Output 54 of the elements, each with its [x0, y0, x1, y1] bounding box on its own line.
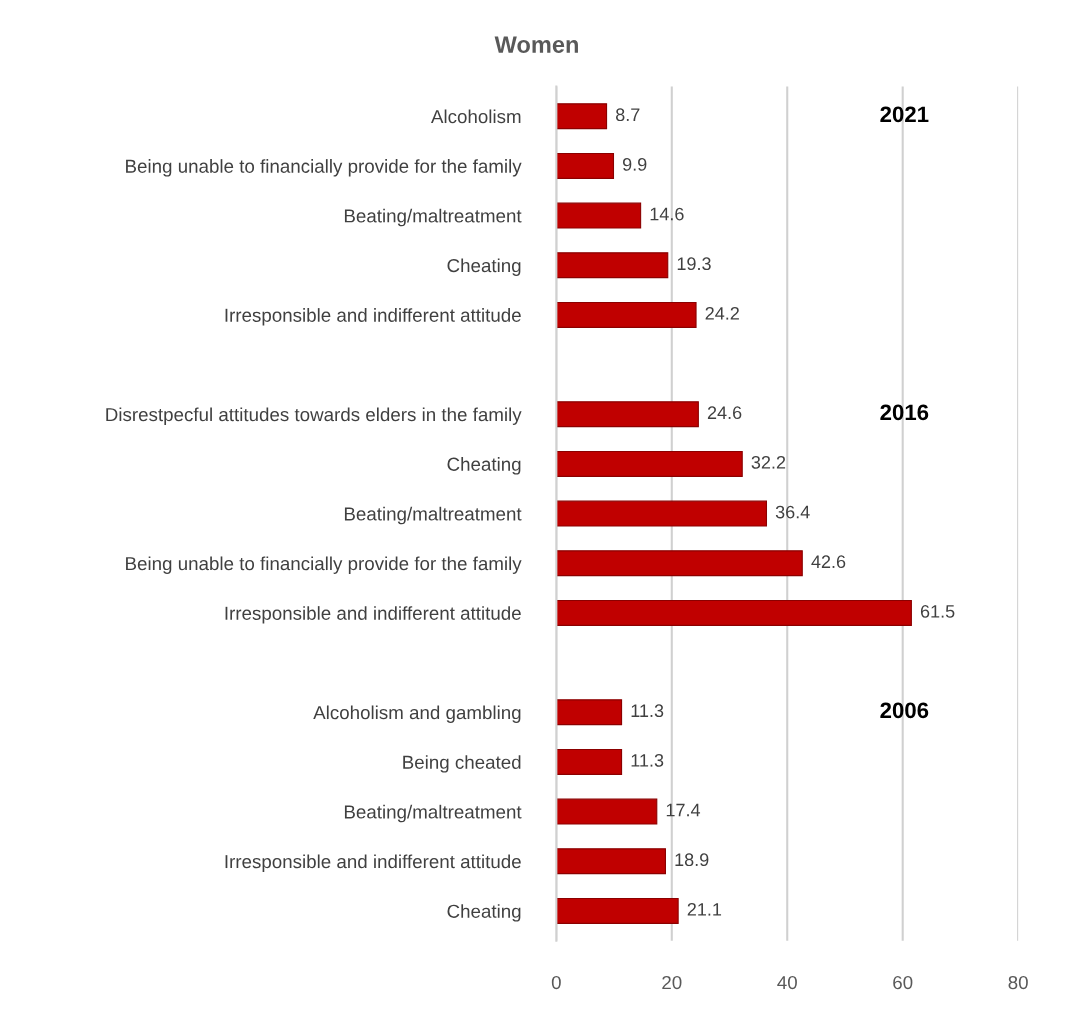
y-tick-label: Being unable to financially provide for the family — [126, 159, 522, 177]
x-tick-label: 60 — [893, 975, 913, 990]
bar — [556, 401, 699, 428]
annotation: 2016 — [880, 404, 929, 421]
y-tick-label: Being unable to financially provide for the family — [126, 556, 522, 574]
bar — [556, 699, 623, 726]
data-label: 9.9 — [622, 157, 647, 171]
data-label: 21.1 — [687, 902, 722, 916]
data-label: 42.6 — [811, 555, 846, 569]
bar — [556, 500, 768, 527]
bar — [556, 550, 803, 577]
bar — [556, 897, 679, 924]
data-label: 32.2 — [751, 455, 786, 469]
y-tick-label: Beating/maltreatment — [344, 208, 522, 227]
y-tick-label: Irresponsible and indifferent attitude — [225, 308, 521, 326]
y-tick-label: Beating/maltreatment — [344, 804, 522, 823]
data-label: 11.3 — [631, 704, 664, 718]
data-label: 11.3 — [631, 753, 664, 767]
y-tick-label: Being cheated — [403, 755, 521, 773]
data-label: 18.9 — [675, 853, 709, 867]
y-tick-label: Cheating — [447, 258, 521, 276]
annotation: 2021 — [880, 106, 929, 123]
bar — [556, 599, 912, 626]
bar — [556, 450, 743, 477]
data-label: 36.4 — [775, 505, 810, 519]
data-label: 24.2 — [705, 306, 739, 320]
y-tick-label: Irresponsible and indifferent attitude — [225, 606, 521, 624]
y-tick-label: Beating/maltreatment — [344, 506, 522, 525]
y-tick-label: Cheating — [447, 457, 521, 475]
data-label: 24.6 — [707, 406, 742, 420]
bar — [556, 748, 623, 775]
bar — [556, 202, 642, 229]
data-label: 17.4 — [666, 803, 701, 817]
data-label: 14.6 — [650, 207, 684, 221]
data-label: 61.5 — [920, 604, 955, 618]
bar — [556, 848, 666, 875]
x-tick-label: 20 — [662, 975, 682, 990]
y-tick-label: Disrestpecful attitudes towards elders in the family — [106, 407, 522, 425]
bar — [556, 252, 669, 279]
bar — [556, 152, 615, 179]
data-label: 8.7 — [616, 108, 640, 122]
chart-title: Women — [494, 36, 578, 53]
y-tick-label: Cheating — [447, 904, 521, 922]
x-tick-label: 0 — [551, 975, 561, 990]
bar — [556, 798, 658, 825]
bar — [556, 301, 697, 328]
data-label: 19.3 — [677, 257, 711, 271]
y-tick-label: Alcoholism — [430, 109, 521, 124]
y-tick-label: Irresponsible and indifferent attitude — [225, 854, 521, 872]
annotation: 2006 — [880, 702, 929, 719]
x-tick-label: 40 — [777, 975, 797, 990]
bar — [556, 103, 608, 130]
x-tick-label: 80 — [1008, 975, 1028, 990]
y-tick-label: Alcoholism and gambling — [313, 705, 521, 723]
